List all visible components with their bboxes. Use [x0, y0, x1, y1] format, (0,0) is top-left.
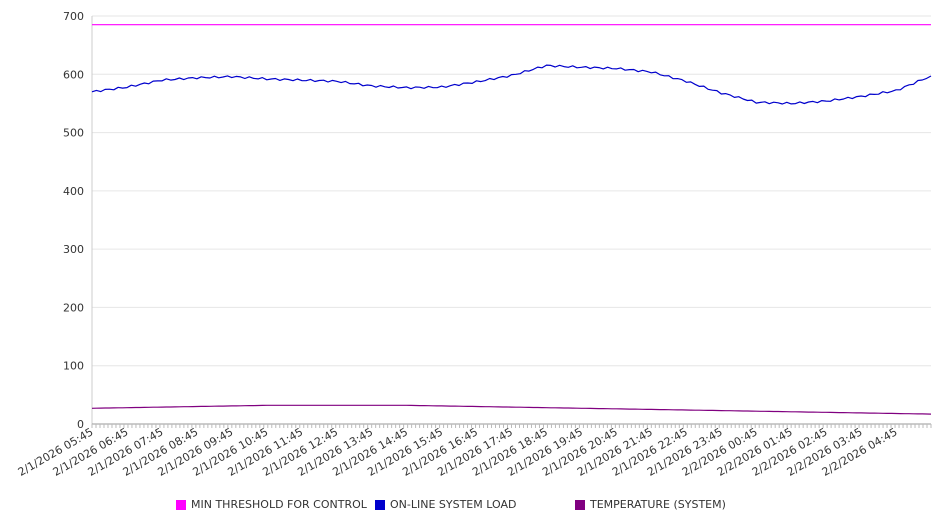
series-lines: [91, 24, 932, 415]
legend: MIN THRESHOLD FOR CONTROL ON-LINE SYSTEM…: [0, 498, 946, 514]
legend-label-temperature: TEMPERATURE (SYSTEM): [590, 498, 726, 511]
y-tick-label: 0: [77, 418, 84, 431]
series-line-temperature: [91, 404, 932, 415]
y-tick-label: 700: [63, 10, 84, 23]
y-tick-label: 200: [63, 301, 84, 314]
y-tick-label: 300: [63, 243, 84, 256]
y-tick-label: 600: [63, 68, 84, 81]
series-line-online-load: [91, 64, 932, 105]
y-tick-label: 400: [63, 185, 84, 198]
legend-item-online-load: ON-LINE SYSTEM LOAD: [375, 498, 516, 511]
x-axis: 2/1/2026 05:452/1/2026 06:452/1/2026 07:…: [16, 423, 932, 479]
gridlines: [92, 15, 931, 425]
y-tick-label: 100: [63, 360, 84, 373]
legend-swatch-min-threshold: [176, 499, 186, 510]
legend-item-temperature: TEMPERATURE (SYSTEM): [575, 498, 726, 511]
legend-swatch-online-load: [375, 499, 385, 510]
legend-swatch-temperature: [575, 499, 585, 510]
legend-item-min-threshold: MIN THRESHOLD FOR CONTROL: [176, 498, 367, 511]
y-axis: 0 100 200 300 400 500 600 700: [63, 10, 93, 431]
legend-label-min-threshold: MIN THRESHOLD FOR CONTROL: [191, 498, 367, 511]
y-tick-label: 500: [63, 127, 84, 140]
legend-label-online-load: ON-LINE SYSTEM LOAD: [390, 498, 517, 511]
